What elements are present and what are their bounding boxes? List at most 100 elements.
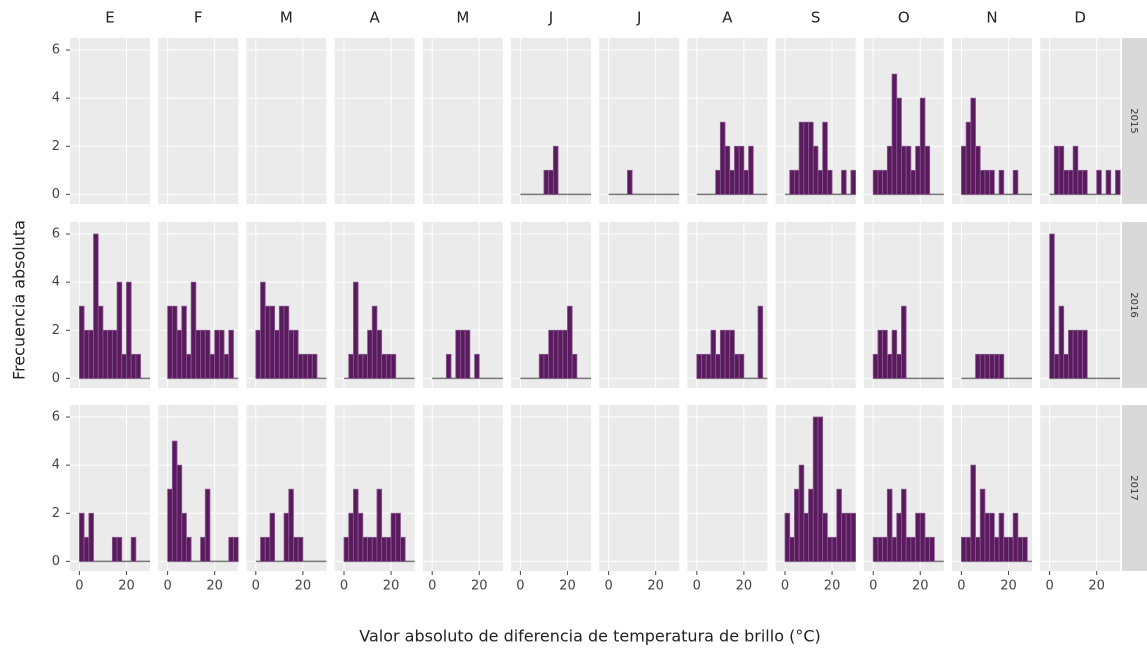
bar: [1012, 169, 1019, 195]
bar: [348, 512, 354, 562]
x-tick-label: 0: [869, 579, 877, 594]
bar: [126, 281, 132, 379]
y-tick-label: 2: [52, 506, 60, 521]
column-label: A: [369, 9, 380, 27]
bar: [1003, 536, 1009, 562]
bar: [882, 536, 888, 562]
bar: [195, 329, 201, 379]
bar: [975, 145, 981, 195]
bar: [901, 488, 907, 562]
bar: [975, 353, 981, 379]
y-tick-label: 4: [52, 458, 60, 473]
bar: [719, 121, 726, 195]
bar: [841, 169, 847, 195]
bar: [171, 305, 178, 379]
x-tick-label: 20: [383, 579, 400, 594]
bar: [719, 329, 726, 379]
x-tick-label: 0: [75, 579, 83, 594]
bar: [357, 353, 364, 379]
bar: [808, 488, 814, 562]
panel: [1040, 405, 1121, 571]
bar: [915, 145, 921, 195]
bar: [307, 353, 313, 379]
bar: [886, 353, 893, 379]
bar: [1077, 169, 1083, 195]
bar: [88, 512, 94, 562]
bar: [362, 536, 368, 562]
bar: [1017, 536, 1023, 562]
bar: [79, 305, 85, 379]
bar: [79, 512, 85, 562]
bar: [390, 512, 397, 562]
bar: [181, 305, 187, 379]
x-tick-label: 20: [471, 579, 488, 594]
y-tick-label: 2: [52, 323, 60, 338]
bar: [872, 536, 879, 562]
bar: [293, 536, 299, 562]
bar: [841, 512, 847, 562]
bar: [794, 488, 800, 562]
x-tick-label: 0: [1045, 579, 1053, 594]
bar: [803, 512, 809, 562]
bar: [255, 329, 261, 379]
bar: [455, 329, 461, 379]
bar: [1068, 169, 1074, 195]
bar: [882, 169, 888, 195]
bar: [218, 329, 225, 379]
bar: [1072, 145, 1079, 195]
bar: [877, 536, 884, 562]
bar: [979, 353, 986, 379]
bar: [204, 488, 211, 562]
bar: [826, 536, 833, 562]
bar: [979, 488, 986, 562]
bar: [548, 169, 554, 195]
bar: [729, 169, 735, 195]
bar: [260, 536, 266, 562]
bar: [93, 233, 99, 379]
bar: [543, 353, 550, 379]
bar: [302, 353, 308, 379]
bar: [297, 353, 304, 379]
bar: [696, 353, 702, 379]
bar: [543, 169, 550, 195]
bar: [181, 512, 187, 562]
bar: [724, 145, 731, 195]
bar: [260, 281, 266, 379]
bar: [1115, 169, 1121, 195]
bar: [464, 329, 471, 379]
bar: [989, 512, 995, 562]
bar: [993, 536, 1000, 562]
row-label: 2016: [1128, 292, 1139, 317]
x-tick-label: 20: [1088, 579, 1105, 594]
bar: [130, 353, 137, 379]
bar: [209, 353, 216, 379]
bar: [738, 145, 745, 195]
bar: [283, 305, 290, 379]
column-label: F: [194, 9, 203, 27]
bar: [929, 536, 935, 562]
bar: [826, 169, 833, 195]
y-tick-label: 6: [52, 227, 60, 242]
bar: [993, 353, 1000, 379]
bar: [445, 353, 452, 379]
x-tick-label: 0: [340, 579, 348, 594]
x-tick-label: 20: [647, 579, 664, 594]
bar: [984, 169, 991, 195]
bar: [400, 536, 406, 562]
x-tick-label: 0: [957, 579, 965, 594]
bar: [891, 329, 898, 379]
bar: [135, 353, 141, 379]
bar: [83, 536, 90, 562]
bar: [293, 329, 299, 379]
bar: [552, 329, 559, 379]
bar: [562, 329, 568, 379]
bar: [367, 329, 373, 379]
bar: [353, 488, 359, 562]
bar: [269, 512, 276, 562]
bar: [970, 464, 976, 562]
bar: [1012, 512, 1019, 562]
bar: [705, 353, 712, 379]
y-tick-label: 2: [52, 139, 60, 154]
bar: [822, 512, 828, 562]
strip: [1122, 405, 1147, 571]
